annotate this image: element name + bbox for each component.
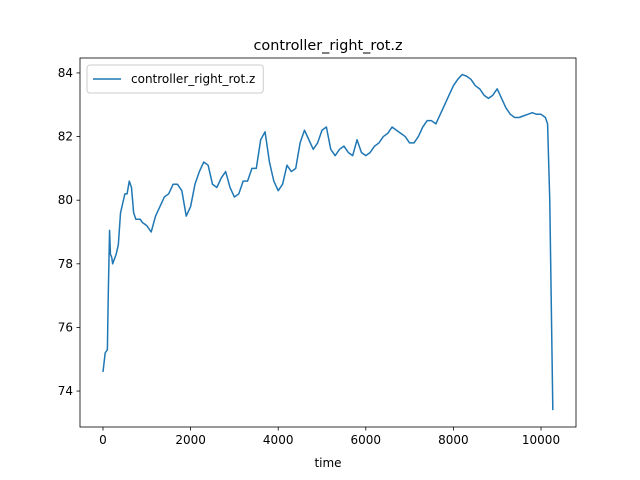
x-tick-label: 6000	[351, 433, 382, 447]
x-tick-label: 2000	[175, 433, 206, 447]
x-tick-label: 0	[99, 433, 107, 447]
y-tick-label: 76	[58, 320, 73, 334]
y-tick-label: 84	[58, 66, 73, 80]
y-tick-label: 74	[58, 384, 73, 398]
chart-title: controller_right_rot.z	[253, 38, 402, 54]
axes-frame	[79, 57, 577, 428]
x-axis-label: time	[314, 456, 341, 470]
y-tick-label: 80	[58, 193, 73, 207]
legend-box	[86, 64, 264, 94]
legend: controller_right_rot.z	[86, 64, 264, 94]
legend-label: controller_right_rot.z	[131, 72, 255, 86]
y-tick-label: 82	[58, 130, 73, 144]
x-tick-label: 8000	[438, 433, 469, 447]
x-tick-label: 10000	[522, 433, 560, 447]
x-tick-label: 4000	[263, 433, 294, 447]
line-series	[102, 73, 554, 411]
y-tick-label: 78	[58, 257, 73, 271]
